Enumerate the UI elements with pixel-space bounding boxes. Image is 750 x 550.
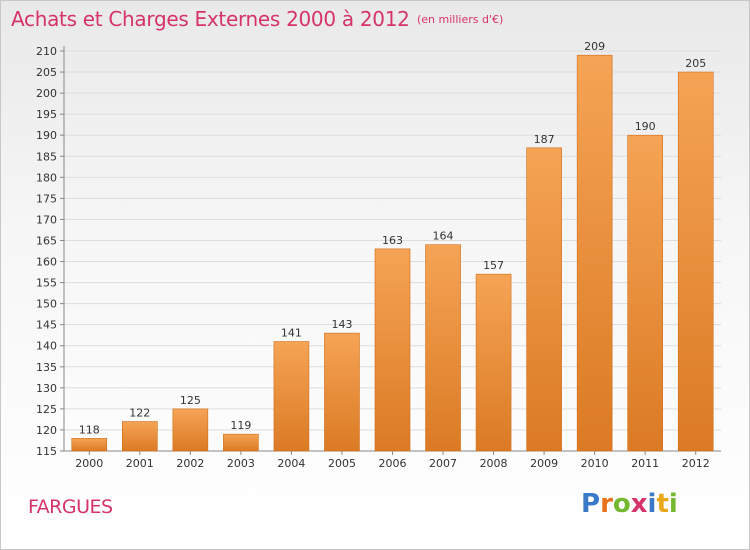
y-tick-label: 150 [36,298,57,311]
y-tick-label: 135 [36,361,57,374]
y-tick-label: 145 [36,319,57,332]
bar [475,273,512,452]
data-label: 119 [230,419,251,432]
bar [122,421,158,452]
data-label: 209 [584,40,605,53]
bar [324,332,360,452]
logo-letter: o [612,489,631,519]
bar [576,54,613,452]
chart-title: Achats et Charges Externes 2000 à 2012 [11,7,410,31]
y-tick-label: 130 [36,382,57,395]
logo-letter: P [581,489,601,519]
y-tick-label: 165 [36,234,57,247]
y-tick-label: 140 [36,340,57,353]
bar [425,244,461,452]
x-tick-label: 2002 [176,457,204,470]
chart-subtitle: (en milliers d'€) [417,13,504,26]
logo-letter: t [656,489,669,519]
proxiti-logo: Proxiti [581,489,678,519]
data-label: 125 [180,394,201,407]
y-tick-label: 185 [36,150,57,163]
logo-letter: x [630,489,648,519]
data-label: 164 [433,230,454,243]
y-tick-label: 120 [36,424,57,437]
data-label: 122 [129,407,150,420]
bar [223,433,259,452]
bar [172,408,209,452]
logo-letter: r [600,489,613,519]
logo-letter: i [668,489,678,519]
y-tick-label: 175 [36,192,57,205]
x-tick-label: 2009 [530,457,558,470]
x-tick-label: 2007 [429,457,457,470]
logo-letter: i [647,489,657,519]
x-tick-label: 2006 [379,457,407,470]
y-tick-label: 170 [36,213,57,226]
x-tick-label: 2011 [631,457,659,470]
y-tick-label: 200 [36,87,57,100]
x-tick-label: 2012 [682,457,710,470]
x-tick-label: 2010 [581,457,609,470]
bar [677,71,714,452]
bar [374,248,411,452]
y-tick-label: 180 [36,171,57,184]
x-tick-label: 2000 [75,457,103,470]
data-label: 157 [483,259,504,272]
data-label: 143 [331,318,352,331]
y-tick-label: 115 [36,445,57,458]
commune-name: FARGUES [28,496,113,518]
data-label: 187 [534,133,555,146]
y-tick-label: 190 [36,129,57,142]
x-tick-label: 2004 [277,457,305,470]
y-tick-label: 160 [36,256,57,269]
y-tick-label: 210 [36,45,57,58]
bar [627,134,663,452]
x-tick-label: 2005 [328,457,356,470]
data-label: 118 [79,423,100,436]
data-label: 141 [281,327,302,340]
y-tick-label: 155 [36,277,57,290]
y-tick-label: 205 [36,66,57,79]
x-tick-label: 2003 [227,457,255,470]
bar [526,147,562,452]
data-label: 163 [382,234,403,247]
y-tick-label: 195 [36,108,57,121]
x-tick-label: 2001 [126,457,154,470]
y-tick-label: 125 [36,403,57,416]
data-label: 205 [685,57,706,70]
x-tick-label: 2008 [480,457,508,470]
bar [273,341,310,452]
data-label: 190 [635,120,656,133]
bar [71,438,108,452]
